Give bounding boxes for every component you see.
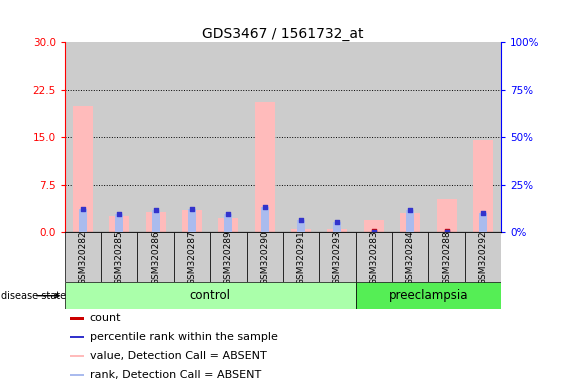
- Point: [260, 228, 269, 235]
- Bar: [291, 229, 311, 232]
- Bar: [392, 232, 428, 282]
- Bar: [65, 282, 356, 309]
- Point: [187, 205, 196, 212]
- Bar: [247, 42, 283, 232]
- Point: [78, 205, 87, 212]
- Bar: [73, 106, 93, 232]
- Bar: [225, 214, 233, 232]
- Text: GSM320292: GSM320292: [479, 230, 488, 285]
- Text: percentile rank within the sample: percentile rank within the sample: [90, 332, 278, 342]
- Bar: [70, 336, 84, 338]
- Bar: [364, 220, 384, 232]
- Bar: [137, 232, 174, 282]
- Bar: [188, 209, 196, 232]
- Text: GSM320282: GSM320282: [78, 230, 87, 285]
- Bar: [436, 199, 457, 232]
- Bar: [297, 220, 305, 232]
- Bar: [473, 141, 493, 232]
- Bar: [356, 232, 392, 282]
- Point: [297, 217, 306, 223]
- Text: GSM320285: GSM320285: [115, 230, 124, 285]
- Bar: [101, 42, 137, 232]
- Bar: [101, 232, 137, 282]
- Text: GSM320291: GSM320291: [297, 230, 306, 285]
- Point: [333, 219, 342, 225]
- Point: [78, 228, 87, 235]
- Point: [297, 228, 306, 235]
- Bar: [174, 42, 210, 232]
- Bar: [319, 232, 356, 282]
- Point: [187, 228, 196, 235]
- Bar: [392, 42, 428, 232]
- Bar: [65, 42, 101, 232]
- Bar: [283, 232, 319, 282]
- Bar: [428, 42, 464, 232]
- Bar: [247, 232, 283, 282]
- Text: GSM320283: GSM320283: [369, 230, 378, 285]
- Text: GSM320288: GSM320288: [442, 230, 451, 285]
- Bar: [406, 210, 414, 232]
- Text: GSM320289: GSM320289: [224, 230, 233, 285]
- Bar: [65, 232, 101, 282]
- Bar: [174, 232, 210, 282]
- Point: [260, 204, 269, 210]
- Bar: [464, 42, 501, 232]
- Point: [224, 211, 233, 217]
- Bar: [70, 318, 84, 319]
- Bar: [210, 42, 247, 232]
- Bar: [70, 355, 84, 357]
- Bar: [137, 42, 174, 232]
- Bar: [333, 222, 341, 232]
- Text: disease state: disease state: [1, 291, 66, 301]
- Bar: [479, 214, 487, 232]
- Point: [479, 228, 488, 235]
- Point: [151, 207, 160, 214]
- Title: GDS3467 / 1561732_at: GDS3467 / 1561732_at: [202, 27, 364, 41]
- Bar: [109, 217, 129, 232]
- Text: preeclampsia: preeclampsia: [388, 289, 468, 302]
- Text: GSM320286: GSM320286: [151, 230, 160, 285]
- Point: [151, 228, 160, 235]
- Point: [406, 228, 415, 235]
- Point: [479, 210, 488, 217]
- Text: rank, Detection Call = ABSENT: rank, Detection Call = ABSENT: [90, 370, 261, 380]
- Text: GSM320293: GSM320293: [333, 230, 342, 285]
- Point: [369, 229, 378, 235]
- Text: control: control: [190, 289, 231, 302]
- Bar: [464, 232, 501, 282]
- Point: [369, 228, 378, 235]
- Bar: [319, 42, 356, 232]
- Bar: [115, 214, 123, 232]
- Point: [115, 228, 124, 235]
- Bar: [218, 218, 238, 232]
- Text: GSM320284: GSM320284: [406, 230, 415, 285]
- Point: [333, 228, 342, 235]
- Point: [224, 228, 233, 235]
- Point: [442, 229, 451, 235]
- Bar: [428, 232, 464, 282]
- Bar: [283, 42, 319, 232]
- Point: [115, 211, 124, 217]
- Bar: [146, 212, 166, 232]
- Bar: [151, 210, 160, 232]
- Text: count: count: [90, 313, 121, 323]
- Bar: [328, 229, 347, 232]
- Text: value, Detection Call = ABSENT: value, Detection Call = ABSENT: [90, 351, 266, 361]
- Text: GSM320287: GSM320287: [187, 230, 196, 285]
- Point: [406, 207, 415, 214]
- Bar: [210, 232, 247, 282]
- Bar: [254, 103, 275, 232]
- Bar: [356, 282, 501, 309]
- Bar: [356, 42, 392, 232]
- Bar: [182, 210, 202, 232]
- Bar: [400, 214, 420, 232]
- Bar: [70, 374, 84, 376]
- Text: GSM320290: GSM320290: [260, 230, 269, 285]
- Bar: [79, 209, 87, 232]
- Bar: [261, 207, 269, 232]
- Point: [442, 228, 451, 235]
